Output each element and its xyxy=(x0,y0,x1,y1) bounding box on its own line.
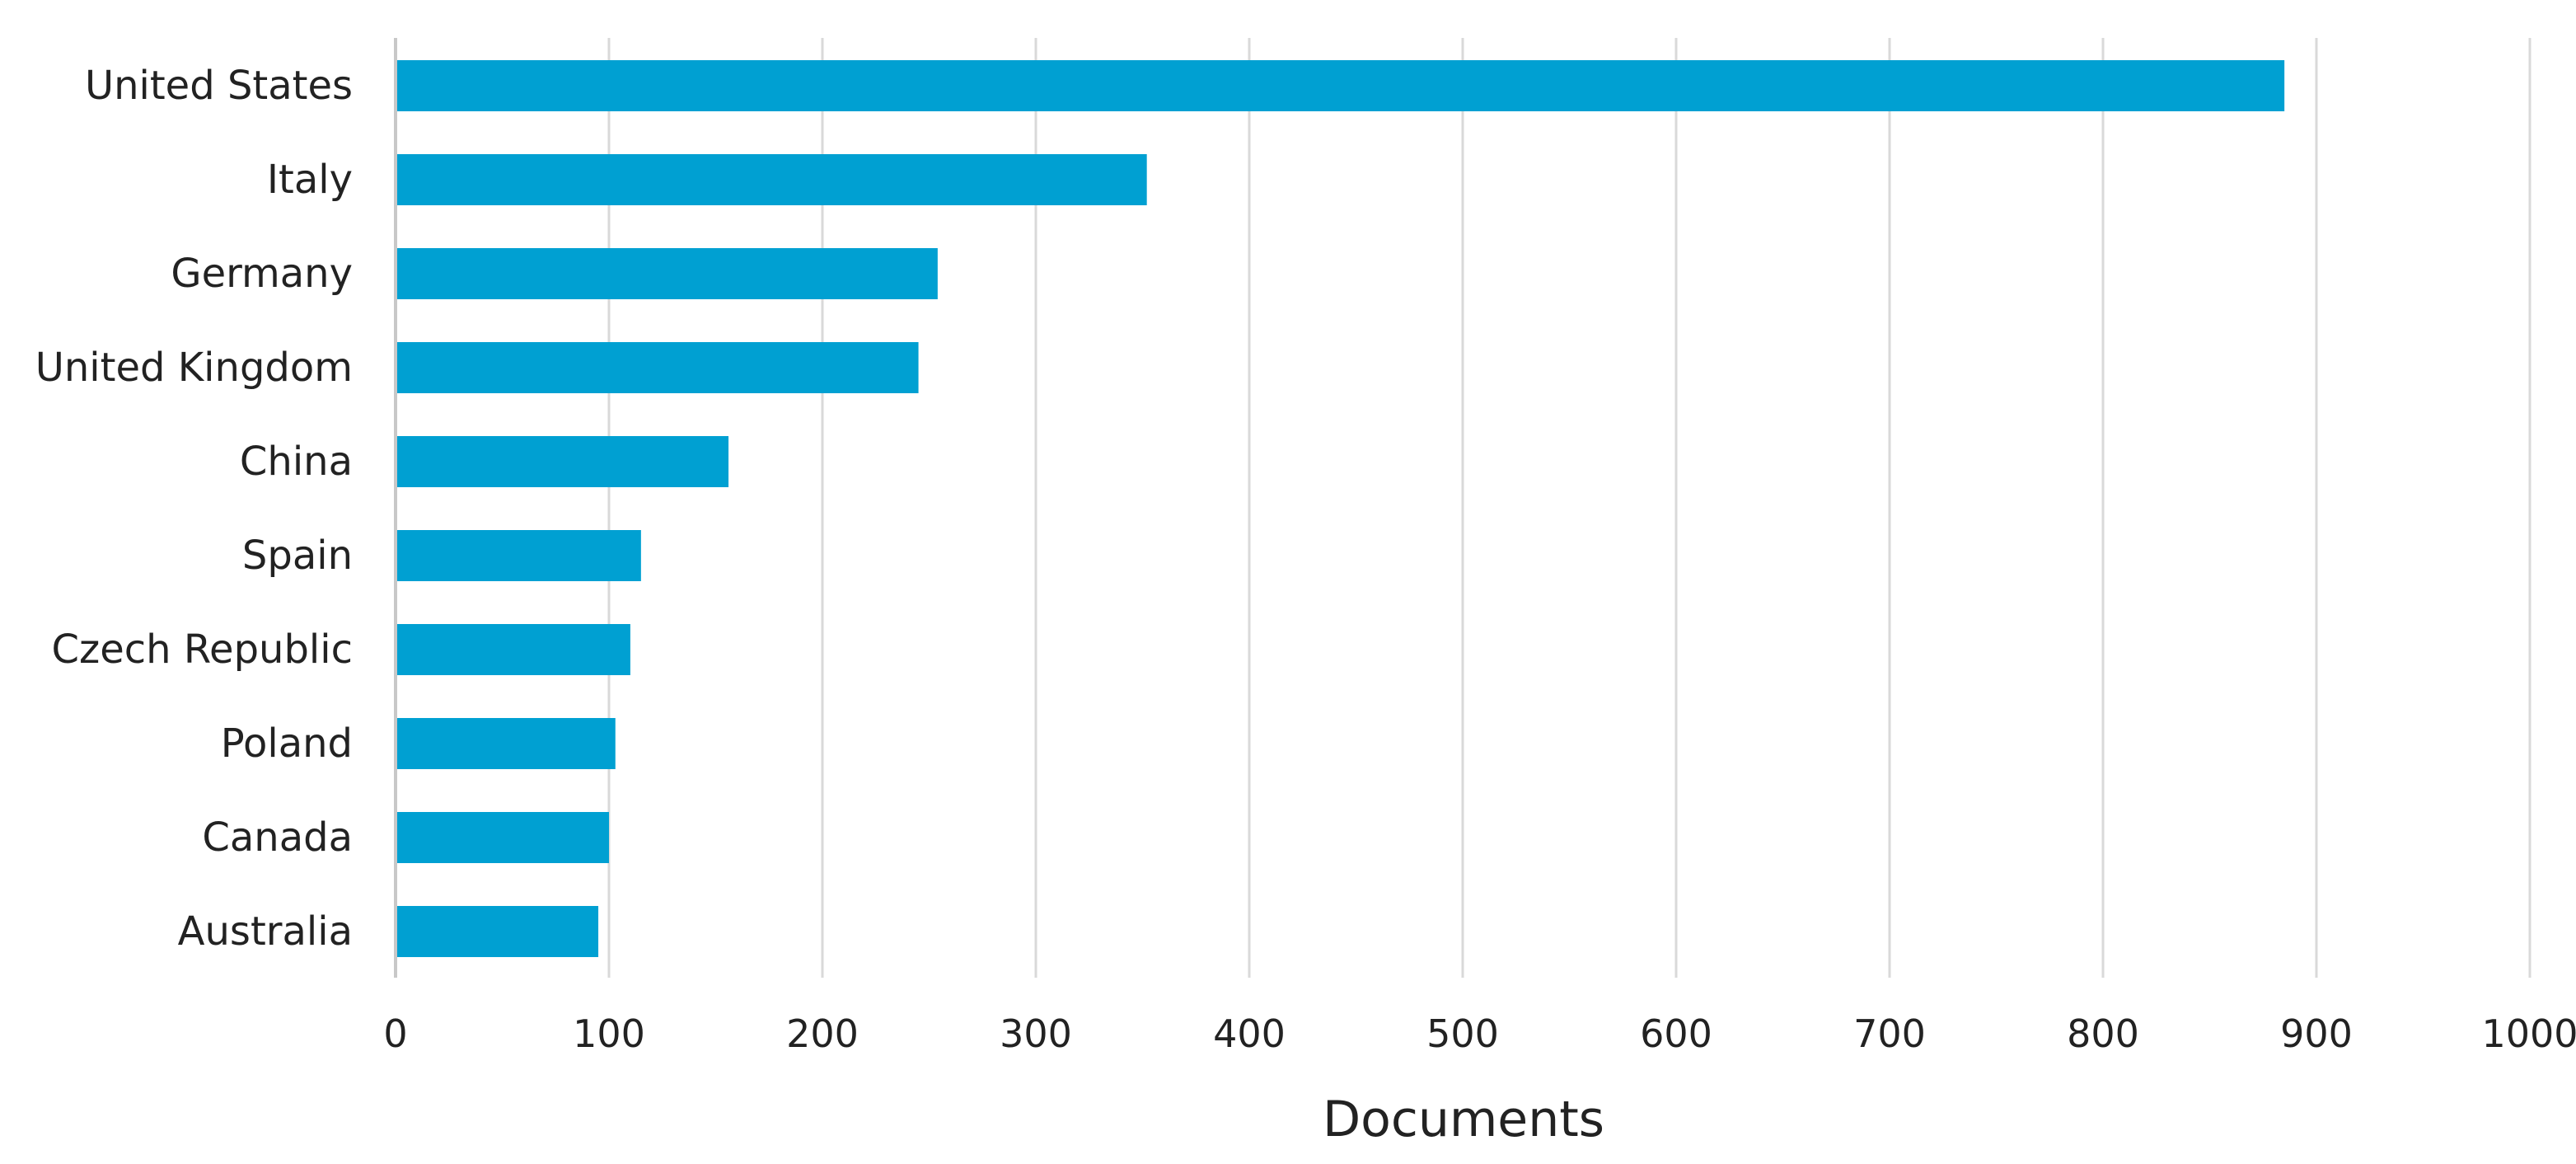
x-tick-label: 100 xyxy=(573,1011,645,1056)
bar xyxy=(396,154,1147,205)
x-tick-label: 600 xyxy=(1640,1011,1712,1056)
bar xyxy=(396,436,729,487)
category-label: China xyxy=(240,439,353,485)
x-tick-label: 0 xyxy=(383,1011,407,1056)
x-tick-labels: 0 100 200 300 400 500 600 700 800 900 1000 xyxy=(383,1011,2576,1056)
category-label: United States xyxy=(85,63,353,109)
bar xyxy=(396,906,599,957)
category-label: Germany xyxy=(171,251,353,297)
x-tick-label: 400 xyxy=(1213,1011,1286,1056)
x-tick-label: 500 xyxy=(1426,1011,1499,1056)
bar xyxy=(396,342,919,393)
category-label: Spain xyxy=(242,533,353,579)
bars xyxy=(396,60,2285,957)
category-label: Australia xyxy=(178,908,353,955)
bar xyxy=(396,60,2285,111)
bar xyxy=(396,812,609,863)
x-tick-label: 1000 xyxy=(2481,1011,2576,1056)
x-tick-label: 300 xyxy=(1000,1011,1072,1056)
x-tick-label: 800 xyxy=(2067,1011,2139,1056)
bar xyxy=(396,624,630,675)
x-tick-label: 200 xyxy=(786,1011,859,1056)
x-tick-label: 700 xyxy=(1853,1011,1926,1056)
bar xyxy=(396,248,938,299)
bar xyxy=(396,530,641,581)
category-label: Poland xyxy=(221,720,353,767)
category-labels: United States Italy Germany United Kingdom C… xyxy=(35,63,353,955)
x-axis-title: Documents xyxy=(1323,1091,1604,1148)
category-label: Italy xyxy=(267,157,353,203)
x-tick-label: 900 xyxy=(2280,1011,2353,1056)
category-label: Canada xyxy=(202,814,353,861)
category-label: Czech Republic xyxy=(52,627,353,673)
category-label: United Kingdom xyxy=(35,345,353,391)
bar xyxy=(396,718,616,769)
